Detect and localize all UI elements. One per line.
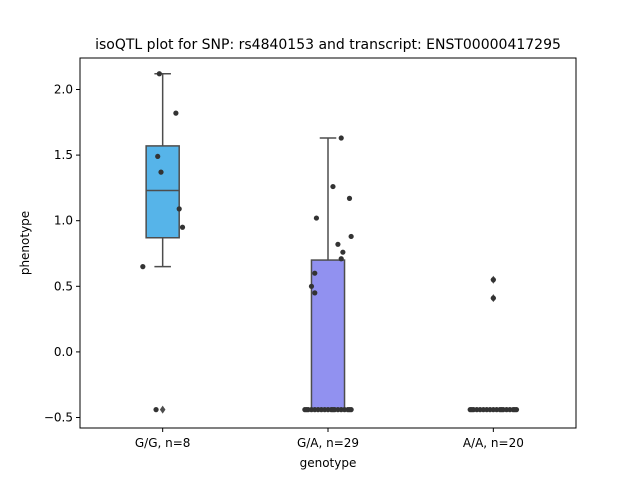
y-tick-label: −0.5 xyxy=(44,411,73,425)
data-point xyxy=(312,290,318,296)
data-point xyxy=(313,215,320,221)
x-tick-label: A/A, n=20 xyxy=(463,436,524,450)
axes: −0.5 0.0 0.5 1.0 1.5 2.0 G/G, n=8 G/A, n=29 A/A,… xyxy=(44,82,524,450)
y-tick-label: 1.0 xyxy=(54,214,73,228)
box xyxy=(145,145,180,239)
data-point xyxy=(469,407,475,413)
y-tick-label: 1.5 xyxy=(54,148,73,162)
data-point xyxy=(340,249,346,255)
data-point xyxy=(156,71,162,77)
data-point xyxy=(490,295,496,301)
data-point xyxy=(173,110,179,116)
box-group xyxy=(145,72,180,414)
data-point xyxy=(338,135,344,141)
data-point xyxy=(338,256,344,262)
box xyxy=(310,259,346,411)
y-tick-label: 0.5 xyxy=(54,279,73,293)
data-point xyxy=(346,407,353,413)
data-point xyxy=(155,153,161,160)
data-point xyxy=(490,277,496,283)
point-group xyxy=(467,277,520,413)
y-axis-label: phenotype xyxy=(18,211,32,275)
data-point xyxy=(312,270,318,276)
data-point xyxy=(308,283,315,289)
data-point xyxy=(303,407,310,413)
x-tick-label: G/A, n=29 xyxy=(297,436,359,450)
data-point xyxy=(512,407,518,413)
point-group xyxy=(302,135,354,413)
data-point xyxy=(499,407,505,413)
data-point xyxy=(346,195,353,201)
outlier-marker xyxy=(159,405,166,414)
point-group xyxy=(140,71,186,413)
data-point xyxy=(335,241,341,247)
data-point xyxy=(179,224,186,230)
data-point xyxy=(330,407,336,413)
data-point xyxy=(140,264,146,270)
y-tick-label: 2.0 xyxy=(54,82,73,96)
chart-title: isoQTL plot for SNP: rs4840153 and trans… xyxy=(95,37,561,53)
data-point xyxy=(330,183,336,190)
data-point xyxy=(176,206,182,212)
data-point xyxy=(348,233,354,240)
data-point xyxy=(153,407,159,413)
x-axis-label: genotype xyxy=(300,456,357,470)
x-tick-label: G/G, n=8 xyxy=(135,436,191,450)
plot-area xyxy=(140,71,520,414)
data-point xyxy=(158,169,164,175)
y-tick-label: 0.0 xyxy=(54,345,73,359)
